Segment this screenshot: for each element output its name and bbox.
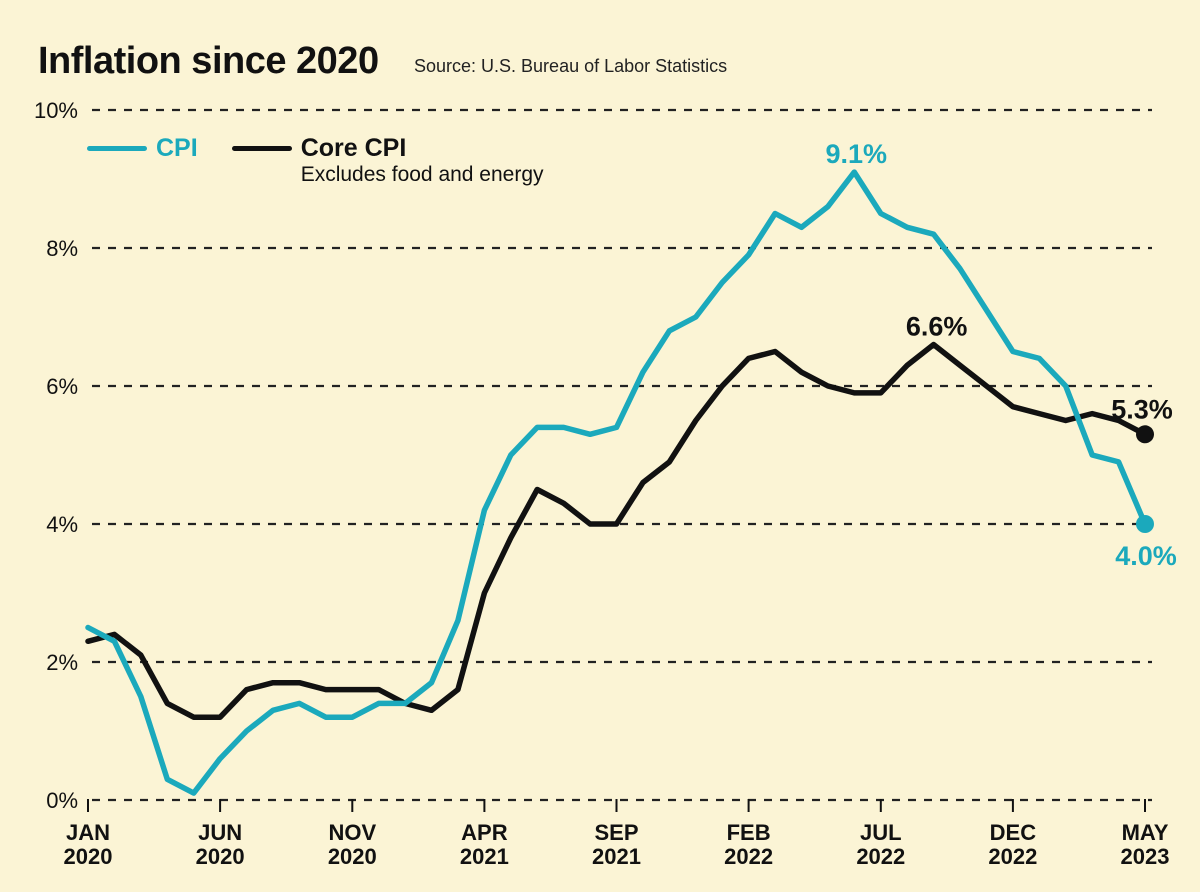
legend-label-core-cpi: Core CPI <box>300 134 407 162</box>
annotation-6.6-: 6.6% <box>906 312 968 342</box>
x-axis-label-month-may: MAY <box>1122 820 1169 845</box>
y-axis-label-0-: 0% <box>46 788 78 813</box>
x-axis-label-year-2020: 2020 <box>328 844 377 869</box>
y-axis-label-8-: 8% <box>46 236 78 261</box>
x-axis-label-month-feb: FEB <box>727 820 771 845</box>
x-axis-label-month-jul: JUL <box>860 820 902 845</box>
page-title: Inflation since 2020 <box>38 40 379 82</box>
x-axis-label-month-apr: APR <box>461 820 508 845</box>
line-core-cpi <box>85 341 1148 720</box>
x-axis-label-year-2022: 2022 <box>724 844 773 869</box>
legend-label-cpi: CPI <box>156 134 198 162</box>
legend-sublabel-core-cpi: Excludes food and energy <box>300 163 544 186</box>
x-axis-label-year-2022: 2022 <box>988 844 1037 869</box>
y-axis-label-10-: 10% <box>34 98 78 123</box>
x-axis-label-year-2022: 2022 <box>856 844 905 869</box>
legend-item-core-cpi: Core CPI Excludes food and energy <box>231 134 544 186</box>
x-axis-label-year-2020: 2020 <box>64 844 113 869</box>
x-axis-label-year-2021: 2021 <box>460 844 509 869</box>
source-note: Source: U.S. Bureau of Labor Statistics <box>414 56 728 76</box>
y-axis-label-4-: 4% <box>46 512 78 537</box>
end-dot-core-cpi <box>1136 425 1154 444</box>
legend-item-cpi: CPI <box>87 135 198 161</box>
x-axis-label-year-2020: 2020 <box>196 844 245 869</box>
core-cpi-line-swatch <box>231 146 292 151</box>
annotation-5.3-: 5.3% <box>1111 394 1173 424</box>
x-axis-label-month-dec: DEC <box>990 820 1037 845</box>
end-dot-cpi <box>1136 515 1154 533</box>
x-axis-label-year-2023: 2023 <box>1121 844 1170 869</box>
x-axis-label-month-sep: SEP <box>594 820 638 845</box>
y-axis-label-2-: 2% <box>46 650 78 675</box>
x-axis-label-year-2021: 2021 <box>592 844 641 869</box>
annotation-9.1-: 9.1% <box>826 139 888 169</box>
x-axis-label-month-nov: NOV <box>328 820 376 845</box>
y-axis-label-6-: 6% <box>46 374 78 399</box>
x-axis-label-month-jan: JAN <box>66 820 110 845</box>
x-axis-label-month-jun: JUN <box>198 820 242 845</box>
annotation-4.0-: 4.0% <box>1115 541 1177 571</box>
legend: CPI Core CPI Excludes food and energy <box>87 135 544 186</box>
line-cpi <box>85 169 1148 796</box>
cpi-line-swatch <box>87 146 147 151</box>
